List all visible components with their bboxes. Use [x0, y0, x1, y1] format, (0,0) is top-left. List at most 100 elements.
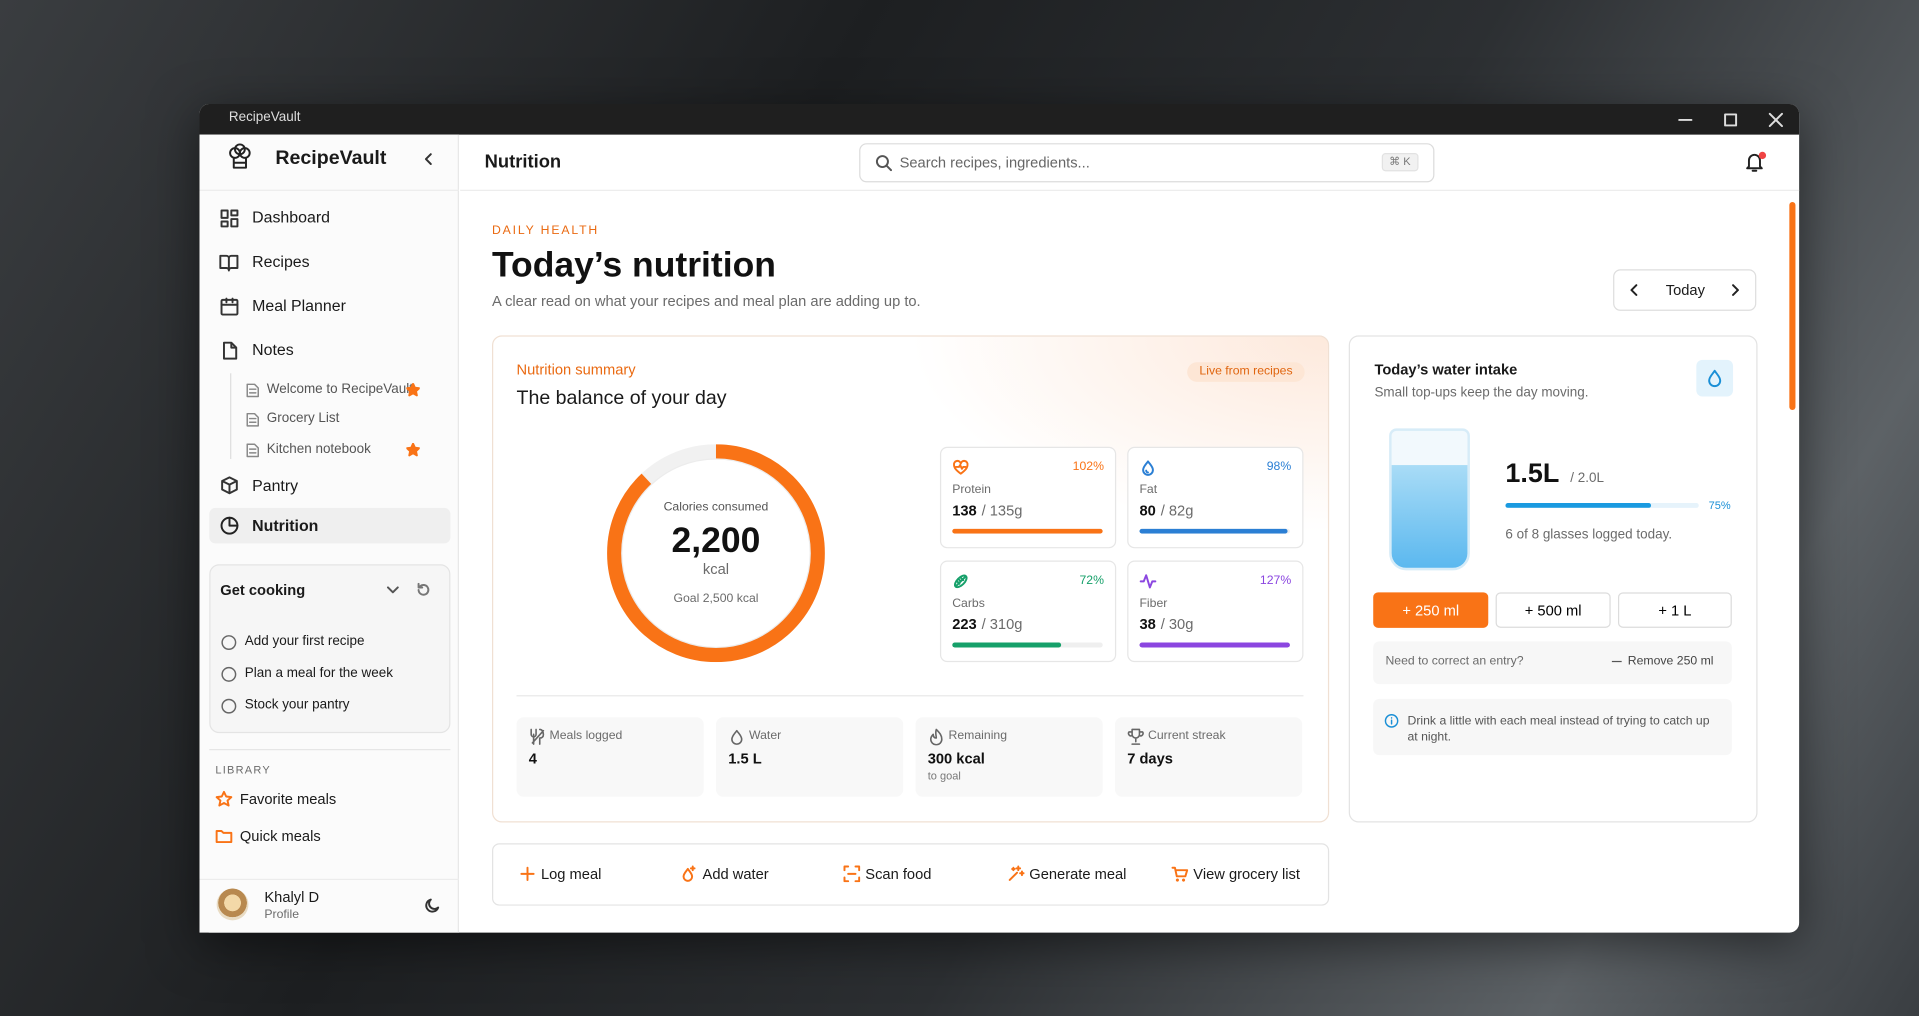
- rect-part: [220, 209, 229, 219]
- tree-line: [230, 373, 232, 459]
- library-item[interactable]: Quick meals: [239, 827, 321, 845]
- path-part: [731, 729, 743, 745]
- action-button[interactable]: Generate meal: [1029, 865, 1127, 883]
- nav-item-active[interactable]: Nutrition: [252, 516, 319, 536]
- checkbox[interactable]: [220, 634, 237, 651]
- refresh-button[interactable]: [416, 582, 431, 598]
- macro-icon: [953, 459, 969, 475]
- nav-item[interactable]: Pantry: [252, 476, 299, 495]
- path-part: [246, 443, 259, 458]
- path-part: [228, 516, 239, 527]
- remove-button[interactable]: Remove 250 ml: [1627, 654, 1714, 669]
- notifications-button[interactable]: [1744, 152, 1765, 173]
- nav-icon: [220, 516, 239, 535]
- circle-part: [875, 155, 889, 169]
- checkbox[interactable]: [220, 698, 237, 715]
- action-icon: [843, 865, 861, 883]
- correction-text: Need to correct an entry?: [1385, 654, 1524, 669]
- action-icon: [1171, 866, 1189, 882]
- correction-box: [1373, 641, 1732, 685]
- path-part: [1630, 284, 1638, 296]
- macro-fill: [1139, 528, 1287, 534]
- water-icon: [1708, 369, 1722, 388]
- macro-amount: 80: [1139, 501, 1156, 519]
- path-part: [417, 582, 430, 596]
- action-button[interactable]: Add water: [702, 865, 769, 883]
- scrollbar-thumb[interactable]: [1789, 201, 1796, 411]
- macro-name: Fiber: [1139, 597, 1168, 611]
- note-item[interactable]: Kitchen notebook: [266, 442, 371, 457]
- stat-value: 4: [528, 750, 537, 768]
- nav-icon: [219, 254, 239, 272]
- stat-icon: [929, 728, 943, 746]
- next-day-button[interactable]: [1729, 284, 1741, 296]
- expand-button[interactable]: [386, 584, 399, 596]
- path-part: [1127, 728, 1144, 745]
- action-icon: [1008, 865, 1025, 881]
- macro-track: [952, 528, 1103, 534]
- user-name: Khalyl D: [264, 888, 320, 906]
- action-icon: [520, 866, 535, 881]
- nav-item[interactable]: Recipes: [252, 252, 310, 271]
- macro-fill: [1139, 642, 1290, 648]
- nav-item[interactable]: Meal Planner: [252, 296, 346, 315]
- water-percent: 75%: [1708, 498, 1731, 512]
- path-part: [1142, 460, 1154, 476]
- path-part: [954, 575, 967, 588]
- note-item[interactable]: Welcome to RecipeVault: [266, 382, 413, 398]
- path-part: [246, 412, 259, 427]
- library-item[interactable]: Favorite meals: [239, 790, 337, 808]
- card-title: Get cooking: [220, 581, 306, 599]
- close-button[interactable]: [1768, 112, 1784, 128]
- path-part: [1732, 284, 1739, 296]
- action-button[interactable]: View grocery list: [1193, 865, 1300, 883]
- action-button[interactable]: Scan food: [865, 865, 932, 883]
- macro-fill: [952, 642, 1061, 648]
- search-box[interactable]: [859, 143, 1435, 183]
- path-part: [220, 297, 239, 306]
- maximize-button[interactable]: [1723, 113, 1738, 128]
- path-part: [1746, 153, 1763, 172]
- circle-part: [234, 143, 246, 156]
- stat-value: 1.5 L: [728, 750, 762, 768]
- tip-text: Drink a little with each meal instead of…: [1407, 714, 1710, 745]
- path-part: [386, 586, 399, 594]
- water-icon-box: [1696, 359, 1734, 397]
- minimize-button[interactable]: [1678, 113, 1693, 128]
- card-title: The balance of your day: [516, 388, 727, 410]
- nav-item[interactable]: Dashboard: [252, 208, 330, 227]
- collapse-button[interactable]: [421, 152, 436, 167]
- theme-toggle[interactable]: [425, 897, 441, 913]
- checkbox[interactable]: [220, 666, 237, 683]
- brand-logo: [229, 143, 251, 169]
- rect-part: [220, 220, 229, 228]
- add-water-button[interactable]: + 500 ml: [1495, 592, 1611, 628]
- nav-icon: [220, 209, 239, 228]
- circle-part: [221, 666, 237, 682]
- section-heading: LIBRARY: [215, 763, 271, 776]
- macro-icon: [1142, 460, 1154, 476]
- library-icon: [215, 790, 233, 807]
- macro-percent: 98%: [1266, 460, 1292, 474]
- stat-icon: [731, 729, 743, 745]
- water-goal: / 2.0L: [1570, 470, 1604, 486]
- calories-goal: Goal 2,500 kcal: [673, 592, 759, 606]
- path-part: [1768, 112, 1783, 128]
- rect-part: [220, 298, 239, 316]
- note-icon: [246, 412, 259, 427]
- path-part: [530, 728, 545, 745]
- avatar[interactable]: [216, 888, 249, 921]
- calories-unit: kcal: [702, 560, 730, 578]
- water-amount: 1.5L: [1505, 457, 1560, 489]
- brand-name: RecipeVault: [275, 148, 387, 170]
- divider: [516, 695, 1304, 697]
- action-button[interactable]: Log meal: [540, 865, 602, 883]
- card-eyebrow: Nutrition summary: [516, 360, 636, 378]
- macro-track: [1139, 528, 1290, 534]
- add-water-button[interactable]: + 250 ml: [1373, 592, 1489, 628]
- previous-day-button[interactable]: [1628, 284, 1640, 296]
- add-water-button[interactable]: + 1 L: [1617, 592, 1732, 628]
- search-placeholder: Search recipes, ingredients...: [899, 153, 1090, 172]
- note-item[interactable]: Grocery List: [266, 411, 340, 427]
- nav-item[interactable]: Notes: [252, 340, 294, 359]
